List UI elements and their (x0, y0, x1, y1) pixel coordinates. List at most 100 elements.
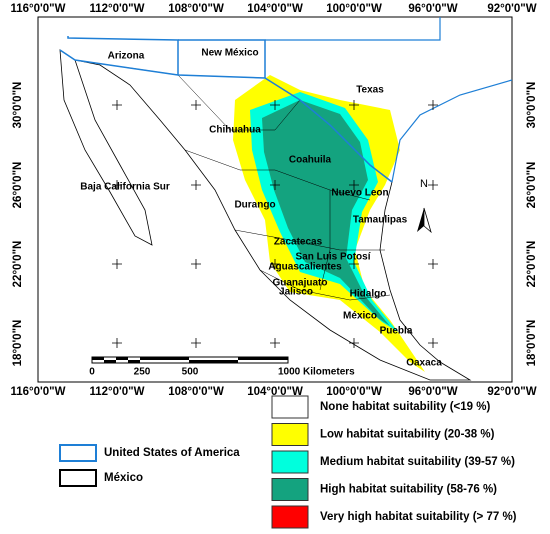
legend-swatch (271, 505, 309, 529)
scale-bar-segment (189, 360, 238, 363)
map-layers (59, 17, 513, 381)
place-label: San Luis Potosí (295, 252, 371, 263)
scale-label: 250 (134, 367, 151, 378)
graticule-cross (428, 180, 438, 190)
graticule-cross (112, 259, 122, 269)
graticule-cross (270, 100, 280, 110)
latitude-label: 26°0'0"N (526, 162, 538, 209)
longitude-label: 108°0'0"W (168, 3, 224, 15)
place-label: Nuevo Leon (331, 188, 388, 199)
latitude-label: 30°0'0"N (12, 82, 24, 129)
longitude-label: 96°0'0"W (408, 3, 457, 15)
longitude-label: 92°0'0"W (487, 386, 536, 398)
scale-bar-segment (92, 357, 104, 360)
graticule-cross (112, 100, 122, 110)
graticule-cross (349, 100, 359, 110)
latitude-label: 22°0'0"N (526, 241, 538, 288)
longitude-label: 96°0'0"W (408, 386, 457, 398)
us-state-border (67, 36, 179, 75)
scale-bar-segment (116, 357, 128, 360)
north-label: N (420, 178, 428, 190)
longitude-label: 92°0'0"W (487, 3, 536, 15)
scale-label: 1000 Kilometers (278, 367, 355, 378)
place-label: Baja California Sur (80, 182, 170, 193)
legend-label: México (104, 472, 143, 484)
legend-label: Medium habitat suitability (39-57 %) (320, 456, 515, 468)
place-label: México (343, 311, 377, 322)
graticule-cross (112, 180, 122, 190)
scale-bar-segment (238, 357, 288, 360)
scale-label: 500 (182, 367, 199, 378)
us-mexico-border (59, 49, 393, 183)
place-label: Arizona (108, 51, 145, 62)
graticule-cross (349, 259, 359, 269)
legend-swatch (59, 469, 97, 487)
graticule-cross (191, 338, 201, 348)
graticule-cross (191, 180, 201, 190)
graticule-cross (270, 338, 280, 348)
scale-bar-segment (140, 357, 189, 360)
graticule-cross (112, 338, 122, 348)
place-label: Puebla (380, 326, 413, 337)
scale-bar-segment (128, 360, 140, 363)
place-label: Durango (234, 200, 275, 211)
state-line (177, 74, 301, 131)
legend-label: High habitat suitability (58-76 %) (320, 484, 497, 496)
state-line (319, 190, 331, 291)
graticule-cross (349, 338, 359, 348)
longitude-label: 112°0'0"W (90, 386, 145, 398)
graticule-cross (270, 180, 280, 190)
place-label: New México (201, 48, 258, 59)
latitude-label: 26°0'0"N (12, 162, 24, 209)
longitude-label: 100°0'0"W (326, 3, 382, 15)
place-label: Guanajuato (272, 278, 327, 289)
graticule-cross (428, 259, 438, 269)
longitude-label: 100°0'0"W (326, 386, 382, 398)
graticule-cross (349, 180, 359, 190)
legend-label: United States of America (104, 447, 240, 459)
longitude-label: 104°0'0"W (247, 386, 303, 398)
legend-label: Very high habitat suitability (> 77 %) (320, 511, 517, 523)
legend-swatch (271, 450, 309, 474)
place-label: Tamaulipas (353, 215, 408, 226)
place-label: Zacatecas (274, 237, 323, 248)
latitude-label: 30°0'0"N (526, 82, 538, 129)
us-coast (391, 79, 513, 183)
place-label: Hidalgo (350, 289, 387, 300)
legend-swatch (271, 423, 309, 446)
longitude-label: 116°0'0"W (11, 3, 66, 15)
us-state-border (265, 17, 441, 41)
legend-label: Low habitat suitability (20-38 %) (320, 429, 495, 441)
state-line (234, 229, 385, 251)
baja-outline (59, 49, 153, 246)
place-label: Jalisco (279, 287, 313, 298)
legend-swatch (59, 444, 97, 462)
latitude-label: 22°0'0"N (12, 241, 24, 288)
place-label: Texas (356, 85, 384, 96)
graticule-cross (428, 100, 438, 110)
habitat-high (262, 100, 390, 326)
graticule-cross (191, 259, 201, 269)
state-line (259, 269, 391, 301)
graticule-cross (270, 259, 280, 269)
legend-label: None habitat suitability (<19 %) (320, 401, 490, 413)
graticule-cross (428, 338, 438, 348)
scale-label: 0 (89, 367, 95, 378)
latitude-label: 18°0'0"N (526, 320, 538, 367)
place-label: Aguascalientes (268, 262, 342, 273)
north-arrow: N (417, 178, 432, 234)
place-label: Chihuahua (209, 125, 261, 136)
scale-bar-segment (104, 360, 116, 363)
north-arrow-left (417, 208, 424, 232)
scale-bar: 0 250 500 1000 Kilometers (89, 356, 355, 378)
place-label: Coahuila (289, 155, 332, 166)
graticule-cross (191, 100, 201, 110)
legend-swatch (271, 395, 309, 419)
longitude-label: 108°0'0"W (168, 386, 224, 398)
place-label: Oaxaca (406, 358, 442, 369)
longitude-label: 116°0'0"W (11, 386, 66, 398)
latitude-label: 18°0'0"N (12, 320, 24, 367)
longitude-label: 112°0'0"W (90, 3, 145, 15)
north-arrow-right (423, 207, 432, 234)
